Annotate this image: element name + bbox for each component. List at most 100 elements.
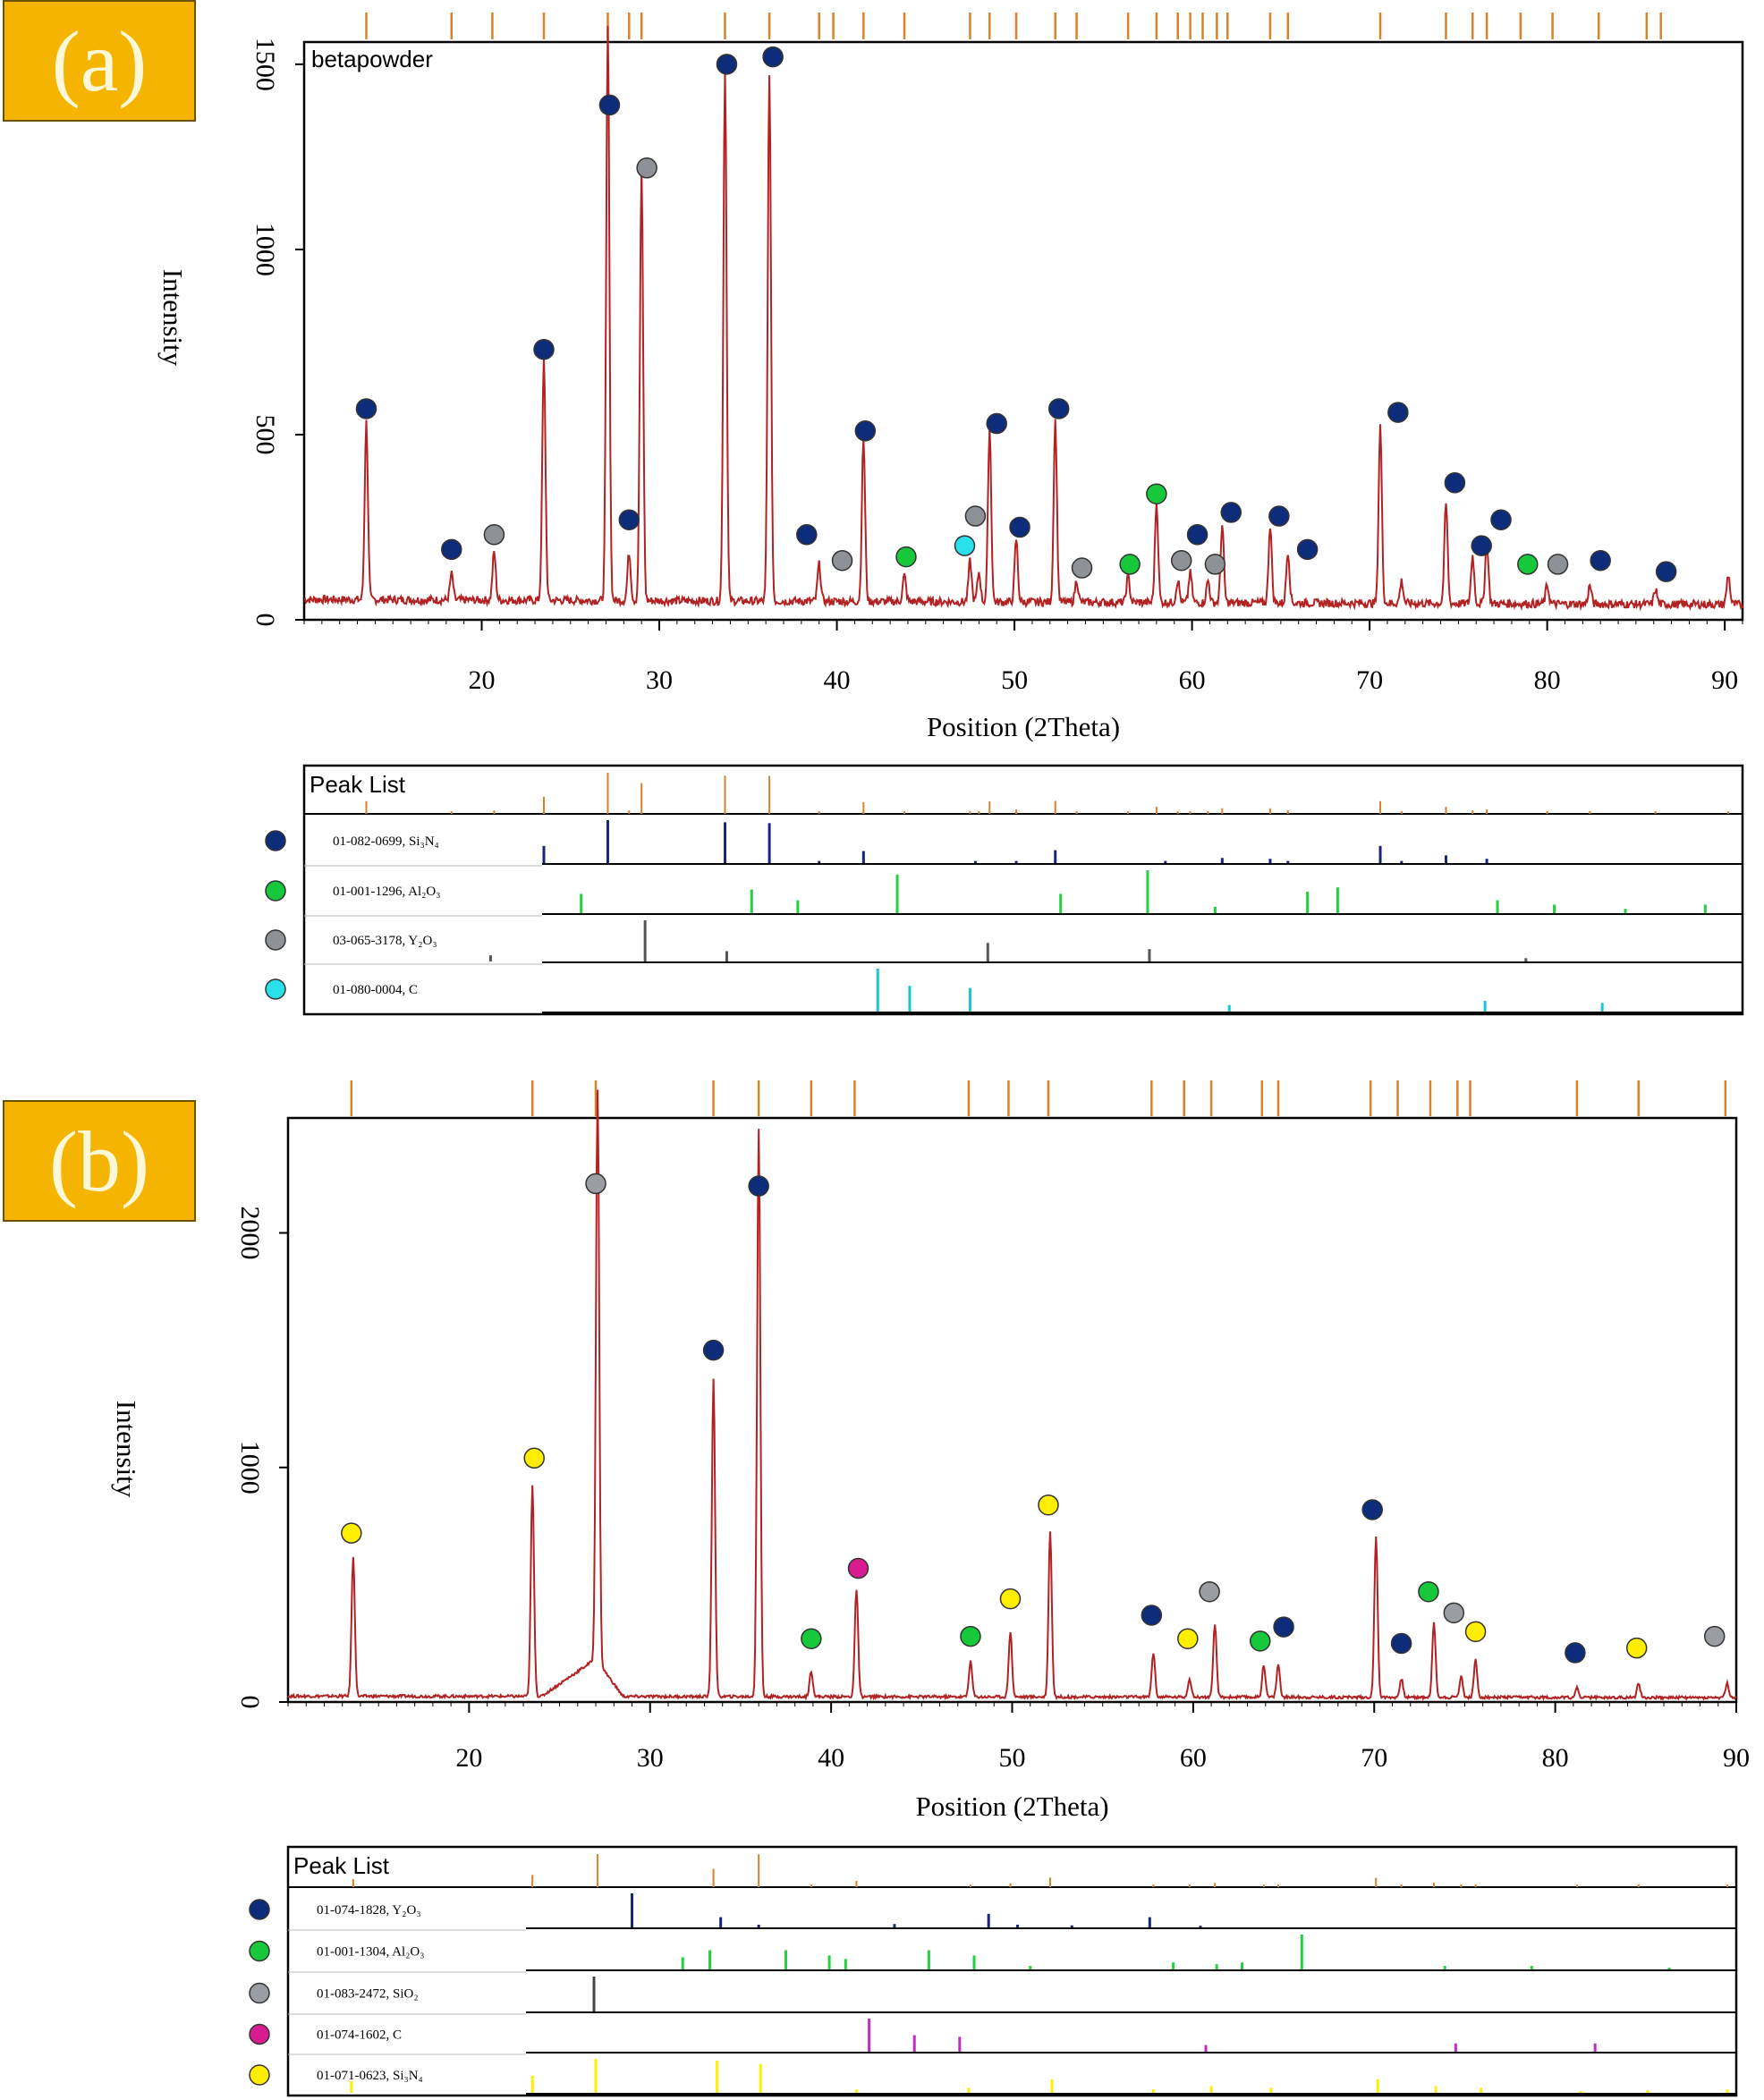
phase-marker-c [954, 535, 976, 556]
x-tick-label: 90 [1711, 665, 1738, 695]
x-tick-label: 90 [1723, 1743, 1750, 1773]
phase-marker-c [847, 1557, 869, 1579]
phase-marker-y2o3 [702, 1339, 725, 1361]
y-axis-title: Intensity [157, 269, 189, 367]
x-tick-label: 50 [999, 1743, 1026, 1773]
peak-list-legend-marker [249, 2023, 270, 2045]
phase-marker-si3n4 [1220, 502, 1242, 523]
phase-marker-y2o3 [1565, 1642, 1586, 1664]
x-tick-label: 30 [646, 665, 673, 695]
x-tick-label: 20 [455, 1743, 482, 1773]
phase-marker-si3n4 [1177, 1628, 1199, 1649]
peak-list-frame [302, 764, 1744, 1016]
phase-marker-y2o3 [964, 505, 987, 527]
phase-marker-si3n4 [1471, 535, 1492, 556]
phase-marker-si3n4 [796, 524, 818, 546]
peak-list-phase-code: 01-074-1828, Y₂O₃ [317, 1903, 421, 1918]
peak-list-phase-code: 01-083-2472, SiO₂ [317, 1987, 419, 2002]
peak-list-phase-code: 01-071-0623, Si₃N₄ [317, 2069, 423, 2083]
x-tick-label: 50 [1001, 665, 1028, 695]
panel-b-chart: 20 30 40 50 60 70 80 90 0 1000 2000 Position (2Thet… [111, 1080, 1750, 2097]
panel-b-label: (b) [3, 1100, 196, 1222]
phase-marker-si3n4 [1186, 524, 1209, 546]
peak-list-legend-marker [265, 929, 286, 951]
peak-list-title: Peak List [293, 1852, 390, 1879]
diffraction-line [287, 1089, 1737, 1702]
phase-marker-si3n4 [355, 398, 377, 419]
phase-marker-si3n4 [533, 338, 555, 360]
phase-marker-si3n4 [1444, 472, 1466, 494]
x-tick-label: 30 [637, 1743, 664, 1773]
x-tick-label: 70 [1361, 1743, 1387, 1773]
x-axis-title: Position (2Theta) [915, 1791, 1108, 1822]
peak-list-legend-marker [249, 1899, 270, 1920]
phase-marker-si3n4 [523, 1447, 545, 1469]
phase-marker-si3n4 [1490, 509, 1512, 530]
phase-marker-sio2 [1199, 1580, 1220, 1603]
phase-marker-y2o3 [1071, 557, 1093, 579]
y-tick-label: 0 [235, 1696, 265, 1709]
peak-list-legend-marker [265, 978, 286, 1000]
phase-marker-al2o3 [1146, 483, 1167, 504]
peak-list-phase-code: 01-082-0699, Si₃N₄ [333, 834, 439, 849]
peak-list-legend-marker [265, 880, 286, 902]
phase-marker-y2o3 [831, 549, 853, 572]
x-tick-label: 60 [1179, 665, 1206, 695]
phase-marker-si3n4 [1268, 505, 1290, 527]
phase-marker-si3n4 [441, 538, 462, 561]
phase-marker-al2o3 [895, 546, 917, 568]
phase-marker-y2o3 [1390, 1632, 1412, 1655]
phase-marker-si3n4 [341, 1522, 362, 1544]
phase-marker-si3n4 [1387, 402, 1409, 423]
peak-list-phase-code: 01-001-1296, Al₂O₃ [333, 885, 440, 899]
y-tick-label: 1000 [235, 1441, 265, 1495]
x-tick-label: 40 [824, 665, 851, 695]
phase-marker-al2o3 [1250, 1630, 1271, 1652]
x-axis-title: Position (2Theta) [927, 711, 1120, 742]
x-tick-label: 70 [1356, 665, 1383, 695]
phase-marker-y2o3 [636, 157, 657, 179]
peak-list-title: Peak List [310, 771, 406, 798]
phase-marker-y2o3 [1547, 554, 1569, 575]
phase-marker-y2o3 [1204, 554, 1226, 575]
phase-marker-sio2 [585, 1173, 606, 1195]
panel-a-label: (a) [3, 0, 196, 122]
phase-marker-al2o3 [1517, 554, 1539, 575]
phase-marker-si3n4 [716, 54, 738, 75]
phase-marker-y2o3 [1141, 1605, 1163, 1626]
peak-list-phase-code: 01-074-1602, C [317, 2028, 402, 2043]
x-tick-label: 60 [1180, 1743, 1207, 1773]
phase-marker-sio2 [1443, 1602, 1465, 1624]
phase-marker-al2o3 [801, 1628, 822, 1649]
phase-marker-si3n4 [1625, 1637, 1648, 1659]
phase-marker-y2o3 [1273, 1616, 1294, 1638]
y-tick-label: 2000 [235, 1207, 265, 1260]
sample-name: betapowder [311, 46, 433, 72]
phase-marker-y2o3 [748, 1175, 769, 1197]
phase-marker-si3n4 [1009, 516, 1030, 538]
phase-marker-y2o3 [1361, 1499, 1383, 1520]
y-tick-label: 1500 [250, 38, 280, 91]
x-tick-label: 80 [1534, 665, 1561, 695]
phase-marker-si3n4 [762, 46, 784, 68]
phase-marker-si3n4 [1047, 398, 1070, 419]
y-tick-label: 500 [250, 414, 280, 454]
phase-marker-y2o3 [1170, 549, 1192, 572]
phase-marker-si3n4 [854, 420, 877, 442]
x-tick-label: 20 [469, 665, 496, 695]
phase-marker-si3n4 [999, 1588, 1022, 1610]
peak-list-legend-marker [249, 1982, 270, 2004]
phase-marker-y2o3 [483, 524, 505, 546]
phase-marker-si3n4 [1655, 561, 1677, 582]
phase-marker-al2o3 [960, 1625, 981, 1647]
y-tick-label: 1000 [250, 223, 280, 276]
y-axis-title: Intensity [111, 1401, 142, 1498]
x-tick-label: 40 [818, 1743, 844, 1773]
phase-marker-si3n4 [986, 412, 1007, 435]
phase-marker-si3n4 [1590, 549, 1611, 572]
peak-list-phase-code: 01-080-0004, C [333, 983, 418, 997]
phase-marker-al2o3 [1418, 1580, 1439, 1603]
phase-marker-al2o3 [1119, 554, 1141, 575]
panel-a-chart: 20 30 40 50 60 70 80 90 0 500 1000 1500 Position (2T… [157, 13, 1744, 1016]
